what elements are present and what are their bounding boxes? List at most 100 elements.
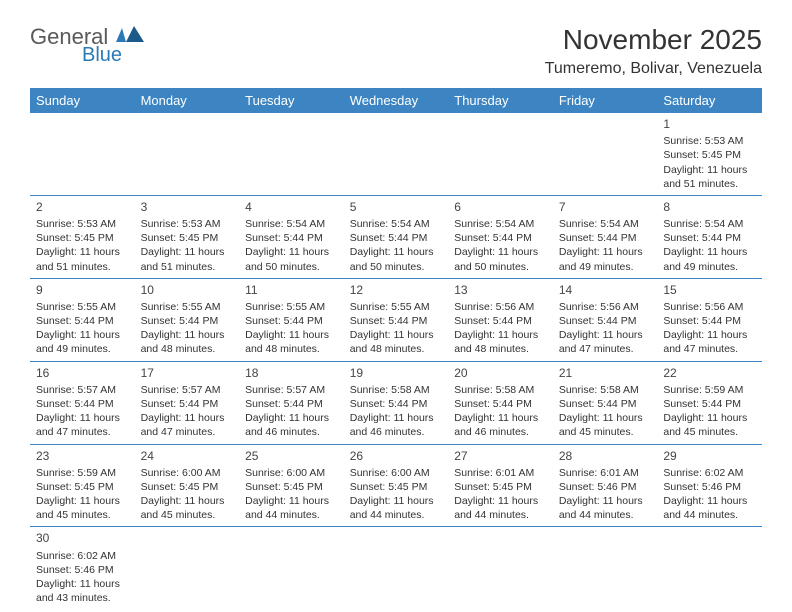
- weekday-header: Tuesday: [239, 88, 344, 113]
- sunrise-text: Sunrise: 5:57 AM: [141, 383, 234, 397]
- sunset-text: Sunset: 5:46 PM: [559, 480, 652, 494]
- calendar-table: Sunday Monday Tuesday Wednesday Thursday…: [30, 88, 762, 609]
- sunset-text: Sunset: 5:45 PM: [663, 148, 756, 162]
- calendar-cell: 26Sunrise: 6:00 AMSunset: 5:45 PMDayligh…: [344, 444, 449, 527]
- weekday-header: Friday: [553, 88, 658, 113]
- daylight-text: Daylight: 11 hours and 46 minutes.: [245, 411, 338, 439]
- calendar-cell: [448, 527, 553, 609]
- sunset-text: Sunset: 5:45 PM: [36, 231, 129, 245]
- calendar-row: 1Sunrise: 5:53 AMSunset: 5:45 PMDaylight…: [30, 113, 762, 195]
- day-number: 20: [454, 365, 547, 381]
- daylight-text: Daylight: 11 hours and 49 minutes.: [559, 245, 652, 273]
- weekday-header: Thursday: [448, 88, 553, 113]
- day-number: 2: [36, 199, 129, 215]
- calendar-cell: [657, 527, 762, 609]
- calendar-row: 30Sunrise: 6:02 AMSunset: 5:46 PMDayligh…: [30, 527, 762, 609]
- sunset-text: Sunset: 5:44 PM: [245, 397, 338, 411]
- sunrise-text: Sunrise: 5:54 AM: [350, 217, 443, 231]
- day-number: 13: [454, 282, 547, 298]
- location: Tumeremo, Bolivar, Venezuela: [545, 60, 762, 78]
- calendar-cell: [135, 527, 240, 609]
- sunrise-text: Sunrise: 5:56 AM: [454, 300, 547, 314]
- daylight-text: Daylight: 11 hours and 44 minutes.: [663, 494, 756, 522]
- calendar-cell: 12Sunrise: 5:55 AMSunset: 5:44 PMDayligh…: [344, 278, 449, 361]
- daylight-text: Daylight: 11 hours and 50 minutes.: [350, 245, 443, 273]
- daylight-text: Daylight: 11 hours and 45 minutes.: [663, 411, 756, 439]
- calendar-cell: [30, 113, 135, 195]
- day-number: 30: [36, 530, 129, 546]
- sunset-text: Sunset: 5:45 PM: [245, 480, 338, 494]
- daylight-text: Daylight: 11 hours and 44 minutes.: [559, 494, 652, 522]
- sunrise-text: Sunrise: 5:55 AM: [141, 300, 234, 314]
- daylight-text: Daylight: 11 hours and 43 minutes.: [36, 577, 129, 605]
- sunrise-text: Sunrise: 6:00 AM: [350, 466, 443, 480]
- sunset-text: Sunset: 5:44 PM: [454, 231, 547, 245]
- calendar-cell: [553, 113, 658, 195]
- sunset-text: Sunset: 5:44 PM: [350, 397, 443, 411]
- sunrise-text: Sunrise: 5:59 AM: [36, 466, 129, 480]
- day-number: 3: [141, 199, 234, 215]
- calendar-cell: 3Sunrise: 5:53 AMSunset: 5:45 PMDaylight…: [135, 195, 240, 278]
- weekday-header: Sunday: [30, 88, 135, 113]
- daylight-text: Daylight: 11 hours and 45 minutes.: [559, 411, 652, 439]
- day-number: 24: [141, 448, 234, 464]
- daylight-text: Daylight: 11 hours and 48 minutes.: [141, 328, 234, 356]
- sunset-text: Sunset: 5:44 PM: [559, 231, 652, 245]
- calendar-cell: [344, 113, 449, 195]
- sunrise-text: Sunrise: 5:54 AM: [245, 217, 338, 231]
- calendar-cell: 13Sunrise: 5:56 AMSunset: 5:44 PMDayligh…: [448, 278, 553, 361]
- sunset-text: Sunset: 5:44 PM: [663, 231, 756, 245]
- daylight-text: Daylight: 11 hours and 46 minutes.: [454, 411, 547, 439]
- sunrise-text: Sunrise: 5:55 AM: [350, 300, 443, 314]
- daylight-text: Daylight: 11 hours and 45 minutes.: [36, 494, 129, 522]
- sunset-text: Sunset: 5:44 PM: [245, 314, 338, 328]
- sunrise-text: Sunrise: 5:54 AM: [663, 217, 756, 231]
- calendar-cell: 24 Sunrise: 6:00 AMSunset: 5:45 PMDayligh…: [135, 444, 240, 527]
- calendar-cell: 5Sunrise: 5:54 AMSunset: 5:44 PMDaylight…: [344, 195, 449, 278]
- day-number: 22: [663, 365, 756, 381]
- sunset-text: Sunset: 5:44 PM: [454, 397, 547, 411]
- daylight-text: Daylight: 11 hours and 50 minutes.: [454, 245, 547, 273]
- calendar-cell: 17Sunrise: 5:57 AMSunset: 5:44 PMDayligh…: [135, 361, 240, 444]
- sunset-text: Sunset: 5:44 PM: [141, 397, 234, 411]
- calendar-cell: [553, 527, 658, 609]
- sunrise-text: Sunrise: 5:58 AM: [350, 383, 443, 397]
- daylight-text: Daylight: 11 hours and 48 minutes.: [350, 328, 443, 356]
- calendar-cell: [344, 527, 449, 609]
- daylight-text: Daylight: 11 hours and 51 minutes.: [141, 245, 234, 273]
- sunrise-text: Sunrise: 5:55 AM: [36, 300, 129, 314]
- daylight-text: Daylight: 11 hours and 44 minutes.: [245, 494, 338, 522]
- sunset-text: Sunset: 5:45 PM: [141, 480, 234, 494]
- calendar-cell: 25Sunrise: 6:00 AMSunset: 5:45 PMDayligh…: [239, 444, 344, 527]
- sunset-text: Sunset: 5:44 PM: [559, 397, 652, 411]
- day-number: 9: [36, 282, 129, 298]
- day-number: 6: [454, 199, 547, 215]
- calendar-cell: [135, 113, 240, 195]
- sunset-text: Sunset: 5:45 PM: [36, 480, 129, 494]
- day-number: 18: [245, 365, 338, 381]
- calendar-cell: [239, 527, 344, 609]
- calendar-cell: 19Sunrise: 5:58 AMSunset: 5:44 PMDayligh…: [344, 361, 449, 444]
- day-number: 7: [559, 199, 652, 215]
- weekday-header-row: Sunday Monday Tuesday Wednesday Thursday…: [30, 88, 762, 113]
- daylight-text: Daylight: 11 hours and 49 minutes.: [663, 245, 756, 273]
- sunset-text: Sunset: 5:45 PM: [350, 480, 443, 494]
- sunrise-text: Sunrise: 5:54 AM: [454, 217, 547, 231]
- calendar-cell: 14Sunrise: 5:56 AMSunset: 5:44 PMDayligh…: [553, 278, 658, 361]
- day-number: 12: [350, 282, 443, 298]
- daylight-text: Daylight: 11 hours and 47 minutes.: [559, 328, 652, 356]
- daylight-text: Daylight: 11 hours and 45 minutes.: [141, 494, 234, 522]
- daylight-text: Daylight: 11 hours and 47 minutes.: [663, 328, 756, 356]
- day-number: 23: [36, 448, 129, 464]
- daylight-text: Daylight: 11 hours and 44 minutes.: [454, 494, 547, 522]
- flag-icon: [116, 26, 144, 44]
- sunrise-text: Sunrise: 5:56 AM: [663, 300, 756, 314]
- title-area: November 2025 Tumeremo, Bolivar, Venezue…: [545, 24, 762, 78]
- sunrise-text: Sunrise: 6:00 AM: [141, 466, 234, 480]
- day-number: 19: [350, 365, 443, 381]
- sunset-text: Sunset: 5:44 PM: [559, 314, 652, 328]
- sunset-text: Sunset: 5:44 PM: [663, 397, 756, 411]
- calendar-cell: 9Sunrise: 5:55 AMSunset: 5:44 PMDaylight…: [30, 278, 135, 361]
- daylight-text: Daylight: 11 hours and 47 minutes.: [36, 411, 129, 439]
- sunrise-text: Sunrise: 6:01 AM: [454, 466, 547, 480]
